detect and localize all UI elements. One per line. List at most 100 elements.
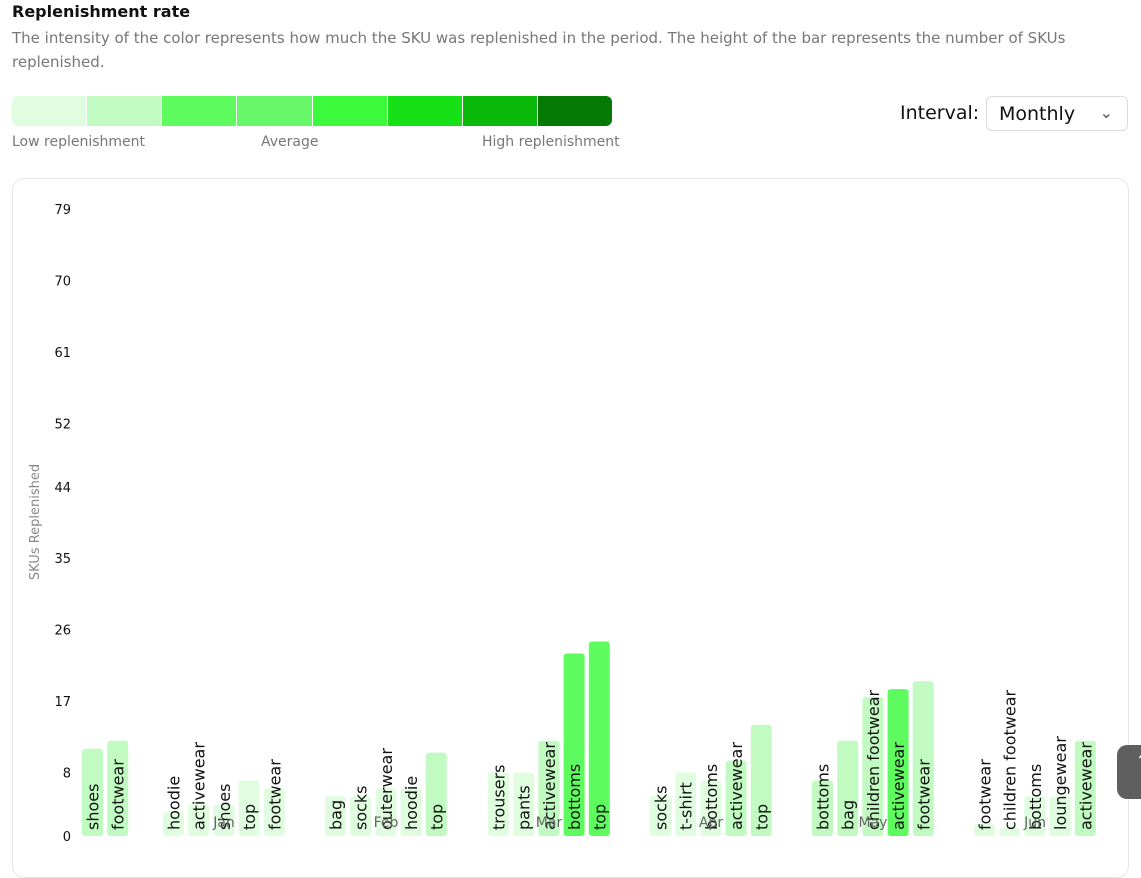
legend-segment-5 [312, 96, 388, 126]
bar-top[interactable] [238, 780, 260, 836]
bar-t-shirt[interactable] [675, 772, 697, 836]
bar-activewear[interactable] [538, 740, 560, 836]
bar-top[interactable] [750, 724, 772, 836]
bar-label: pants [515, 785, 534, 830]
bar-label: bag [327, 800, 346, 830]
bar-bottoms[interactable] [563, 653, 585, 836]
arrow-up-icon: ↑ [1135, 751, 1141, 772]
bar-top[interactable] [588, 641, 610, 836]
bar-hoodie[interactable] [163, 812, 184, 836]
page-title: Replenishment rate [12, 2, 191, 21]
interval-select[interactable]: Monthly ⌄ [986, 96, 1128, 131]
x-tick-label: Jun [1023, 815, 1046, 831]
x-tick-label: Apr [699, 815, 723, 831]
bar-label: shoes [84, 784, 103, 830]
bar-label: activewear [540, 742, 559, 830]
legend-segment-4 [237, 96, 313, 126]
bar-bag[interactable] [837, 740, 859, 836]
bar-label: children footwear [1001, 690, 1020, 831]
bar-loungewear[interactable] [1049, 796, 1071, 836]
bar-pants[interactable] [513, 772, 535, 836]
interval-label: Interval: [900, 102, 980, 124]
bar-label: footwear [109, 759, 128, 830]
x-tick-label: Mar [536, 815, 563, 831]
legend-segment-3 [162, 96, 238, 126]
bar-label: bag [839, 800, 858, 830]
bar-label: activewear [889, 742, 908, 830]
y-axis-label: SKUs Replenished [28, 464, 43, 580]
legend-high-label: High replenishment [482, 134, 620, 150]
bar-bottoms[interactable] [1024, 796, 1046, 836]
bar-label: loungewear [1051, 736, 1070, 830]
legend-segment-2 [87, 96, 163, 126]
bar-label: children footwear [864, 690, 883, 831]
bar-bag[interactable] [325, 796, 346, 836]
legend-average-label: Average [261, 134, 319, 150]
page-subtitle: The intensity of the color represents ho… [12, 29, 1066, 71]
x-tick-label: Feb [374, 815, 399, 831]
legend-segment-1 [12, 96, 88, 126]
bar-label: footwear [976, 759, 995, 830]
bar-hoodie[interactable] [400, 788, 422, 836]
bar-label: socks [652, 785, 671, 830]
bar-footwear[interactable] [912, 681, 934, 836]
chevron-down-icon: ⌄ [1099, 103, 1113, 122]
legend-segment-7 [462, 96, 538, 126]
bar-label: socks [352, 785, 371, 830]
scroll-top-button[interactable]: ↑ [1117, 745, 1141, 799]
y-tick-label: 79 [54, 203, 71, 218]
interval-value: Monthly [999, 102, 1076, 125]
y-tick-label: 44 [54, 481, 71, 496]
bar-activewear[interactable] [1074, 740, 1096, 836]
y-tick-label: 35 [54, 552, 71, 567]
bar-children-footwear[interactable] [862, 697, 884, 836]
bar-label: outerwear [377, 748, 396, 830]
legend-low-label: Low replenishment [12, 134, 146, 150]
bar-label: shoes [215, 784, 234, 830]
bar-label: trousers [490, 764, 509, 830]
bar-shoes[interactable] [82, 748, 103, 836]
bar-label: bottoms [565, 764, 584, 830]
bar-label: top [752, 804, 771, 830]
bar-label: top [590, 804, 609, 830]
bar-label: footwear [914, 759, 933, 830]
bar-label: hoodie [165, 776, 184, 830]
bar-socks[interactable] [650, 796, 671, 836]
bar-trousers[interactable] [488, 772, 509, 836]
bar-children-footwear[interactable] [999, 828, 1021, 836]
bar-bottoms[interactable] [812, 780, 833, 836]
y-tick-label: 52 [54, 417, 71, 432]
x-tick-label: May [859, 815, 888, 831]
bar-footwear[interactable] [107, 740, 129, 836]
color-intensity-legend [12, 96, 612, 126]
legend-segment-6 [387, 96, 463, 126]
bar-activewear[interactable] [188, 804, 210, 836]
bar-activewear[interactable] [725, 760, 747, 836]
y-tick-label: 70 [54, 274, 71, 289]
bar-top[interactable] [425, 752, 447, 836]
y-tick-label: 8 [63, 767, 71, 782]
bar-label: activewear [727, 742, 746, 830]
bar-label: activewear [190, 742, 209, 830]
legend-segment-8 [537, 96, 612, 126]
bar-activewear[interactable] [887, 689, 909, 836]
x-tick-label: Jan [212, 815, 235, 831]
bar-outerwear[interactable] [375, 788, 397, 836]
bar-footwear[interactable] [263, 788, 285, 836]
y-tick-label: 17 [54, 695, 71, 710]
bar-label: hoodie [402, 776, 421, 830]
bar-label: bottoms [1026, 764, 1045, 830]
bar-label: t-shirt [677, 782, 696, 830]
bar-footwear[interactable] [974, 824, 995, 836]
y-tick-label: 61 [54, 346, 71, 361]
y-tick-label: 26 [54, 624, 71, 639]
bar-label: activewear [1076, 742, 1095, 830]
bar-socks[interactable] [350, 796, 372, 836]
bar-shoes[interactable] [213, 804, 235, 836]
bar-label: top [240, 804, 259, 830]
bar-label: bottoms [702, 764, 721, 830]
bar-label: footwear [265, 759, 284, 830]
bar-label: bottoms [814, 764, 833, 830]
bar-bottoms[interactable] [700, 780, 722, 836]
